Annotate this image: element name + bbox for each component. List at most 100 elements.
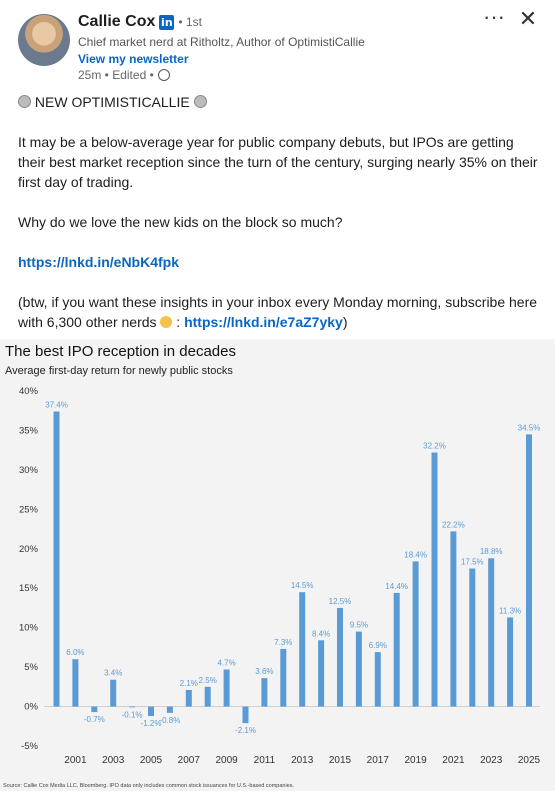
bar-value-label: -0.8% — [159, 716, 180, 725]
bar-value-label: 37.4% — [45, 401, 68, 410]
bar — [431, 452, 438, 707]
view-newsletter-link[interactable]: View my newsletter — [78, 52, 189, 66]
bar — [72, 659, 79, 707]
bar — [204, 686, 211, 707]
bar — [393, 592, 400, 707]
bar-value-label: 11.3% — [499, 606, 521, 615]
more-options-icon[interactable]: ··· — [483, 4, 505, 29]
chart-image[interactable]: The best IPO reception in decades Averag… — [0, 339, 555, 791]
bar-value-label: 8.4% — [312, 629, 330, 638]
author-name[interactable]: Callie Cox — [78, 13, 156, 30]
y-tick-label: 20% — [19, 544, 39, 555]
bar — [148, 706, 154, 717]
close-icon[interactable]: ✕ — [518, 7, 538, 32]
bar — [318, 640, 325, 707]
bar — [450, 531, 457, 707]
x-axis: 2001 2003 2005 2007 2009 2011 2013 2015 2017 2019… — [64, 755, 540, 766]
bar-value-label: 32.2% — [423, 442, 446, 451]
bar-value-label: 9.5% — [350, 621, 368, 630]
chart-source: Source: Callie Cox Media LLC, Bloomberg.… — [3, 783, 294, 789]
bar — [185, 689, 192, 707]
y-tick-label: 10% — [19, 623, 39, 634]
bar — [53, 411, 60, 707]
x-tick-label: 2011 — [254, 755, 276, 766]
post-paragraph-3-end: ) — [342, 314, 348, 330]
y-tick-label: 0% — [24, 702, 38, 713]
bar — [526, 434, 532, 707]
post-time: 25m • Edited • — [78, 68, 154, 82]
post-link-2[interactable]: https://lnkd.in/e7aZ7yky — [184, 314, 343, 330]
post-paragraph-3-colon: : — [172, 314, 185, 330]
author-avatar[interactable] — [18, 14, 70, 66]
bar-value-label: 22.2% — [442, 520, 465, 529]
bar-value-label: 6.0% — [66, 648, 84, 657]
y-tick-label: 35% — [19, 425, 39, 436]
post-link-1[interactable]: https://lnkd.in/eNbK4fpk — [18, 254, 179, 270]
bar-value-label: 17.5% — [461, 558, 484, 567]
y-tick-label: -5% — [21, 741, 38, 752]
nerd-face-emoji-icon — [160, 316, 173, 328]
x-tick-label: 2007 — [178, 755, 201, 766]
bar — [507, 617, 514, 707]
post-paragraph-2: Why do we love the new kids on the block… — [18, 214, 343, 230]
x-tick-label: 2013 — [291, 755, 314, 766]
bar-value-label: 18.8% — [480, 547, 503, 556]
bar-value-label: 14.5% — [291, 581, 314, 590]
y-tick-label: 30% — [19, 465, 39, 476]
x-tick-label: 2009 — [215, 755, 238, 766]
chart-bars — [53, 411, 532, 724]
bar — [337, 607, 343, 707]
bar-value-label: 34.5% — [518, 423, 541, 432]
bar — [488, 558, 495, 707]
linkedin-premium-icon: in — [159, 14, 175, 30]
connection-degree: • 1st — [178, 15, 202, 29]
post-heading-line: NEW OPTIMISTICALLIE — [18, 92, 543, 112]
bar-value-label: -0.1% — [122, 710, 143, 719]
chart-bar-labels: 37.4% 6.0% -0.7% 3.4% -0.1%-1.2%-0.8% 2.1% 2.5… — [45, 401, 540, 736]
x-tick-label: 2023 — [480, 755, 503, 766]
bar-value-label: -1.2% — [141, 719, 162, 728]
bomb-emoji-icon — [18, 95, 31, 108]
bar-value-label: 7.3% — [274, 638, 292, 647]
chart-subtitle: Average first-day return for newly publi… — [5, 365, 233, 377]
bar — [261, 678, 268, 707]
author-headline: Chief market nerd at Ritholtz, Author of… — [78, 35, 365, 49]
bar — [242, 706, 249, 724]
bomb-emoji-icon — [193, 95, 207, 108]
bar-value-label: 3.6% — [255, 667, 273, 676]
y-tick-label: 25% — [19, 504, 39, 515]
bar-value-label: 6.9% — [369, 641, 387, 650]
y-tick-label: 15% — [19, 583, 39, 594]
bar-value-label: -0.7% — [84, 715, 105, 724]
post-heading-text: NEW OPTIMISTICALLIE — [34, 94, 190, 110]
bar-value-label: 12.5% — [329, 597, 352, 606]
author-name-row: Callie Cox in • 1st — [78, 13, 202, 31]
bar — [374, 652, 381, 707]
post-header: Callie Cox in • 1st Chief market nerd at… — [0, 0, 555, 88]
chart-title: The best IPO reception in decades — [5, 343, 236, 360]
x-tick-label: 2001 — [64, 755, 87, 766]
post-meta: 25m • Edited • — [78, 68, 170, 82]
post-paragraph-3-text: (btw, if you want these insights in your… — [18, 294, 538, 330]
bar — [91, 706, 98, 713]
x-tick-label: 2005 — [140, 755, 163, 766]
x-tick-label: 2015 — [329, 755, 352, 766]
bar-value-label: 4.7% — [217, 658, 235, 667]
bar-value-label: 2.5% — [199, 676, 217, 685]
bar — [299, 592, 306, 707]
x-tick-label: 2003 — [102, 755, 125, 766]
bar — [280, 648, 287, 707]
globe-icon — [157, 69, 170, 81]
bar-value-label: 14.4% — [385, 582, 408, 591]
y-axis: 40% 35% 30% 25% 20% 15% 10% 5% 0% -5% — [19, 386, 540, 752]
y-tick-label: 5% — [24, 662, 38, 673]
bar-value-label: -2.1% — [235, 726, 256, 735]
bar — [469, 568, 476, 707]
bar — [166, 706, 173, 713]
x-tick-label: 2025 — [518, 755, 541, 766]
ipo-chart: The best IPO reception in decades Averag… — [3, 343, 541, 789]
x-tick-label: 2021 — [442, 755, 465, 766]
bar — [223, 669, 230, 707]
bar-value-label: 3.4% — [104, 669, 122, 678]
bar — [355, 631, 362, 707]
